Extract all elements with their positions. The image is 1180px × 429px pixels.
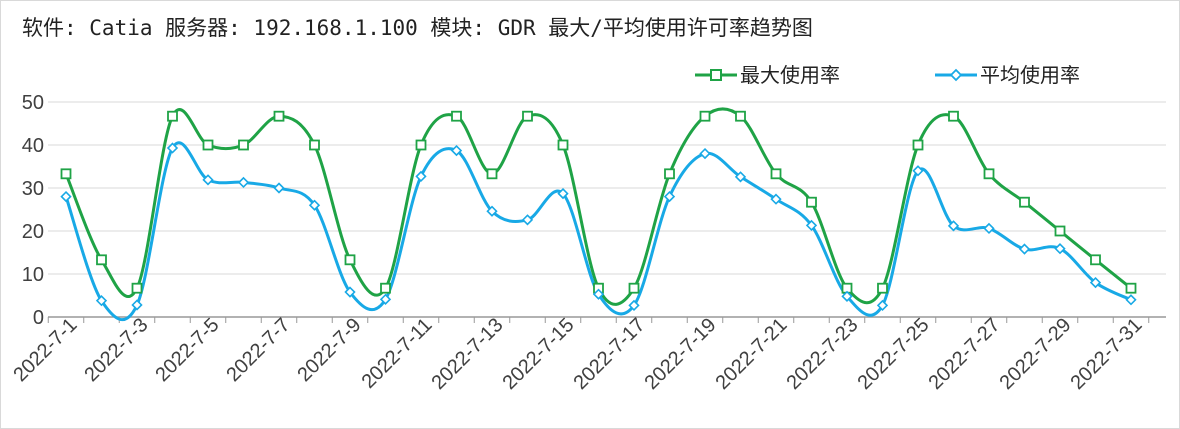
data-point — [415, 170, 427, 183]
data-point — [273, 110, 285, 122]
data-point — [664, 168, 675, 180]
y-tick-label: 20 — [22, 221, 44, 243]
data-point — [770, 193, 782, 205]
data-point — [983, 222, 995, 235]
x-tick-label: 2022-7-21 — [711, 314, 791, 394]
data-point — [60, 168, 72, 180]
legend-marker-avg — [949, 68, 963, 82]
x-tick-label: 2022-7-31 — [1066, 314, 1146, 394]
y-tick-label: 50 — [22, 92, 44, 114]
data-point — [663, 190, 676, 203]
series-line-0 — [64, 107, 1132, 306]
x-tick-label: 2022-7-25 — [853, 314, 933, 394]
data-point — [734, 171, 747, 183]
y-tick-label: 10 — [22, 264, 44, 286]
x-tick-label: 2022-7-17 — [569, 314, 649, 394]
data-point — [983, 168, 995, 180]
data-point — [876, 299, 889, 312]
data-point — [131, 282, 143, 294]
legend-item-max: 最大使用率 — [695, 63, 840, 87]
data-point — [805, 219, 818, 232]
y-tick-label: 0 — [33, 307, 44, 329]
data-point — [96, 254, 107, 266]
x-tick-label: 2022-7-11 — [358, 314, 437, 393]
data-point — [522, 110, 533, 122]
x-tick-label: 2022-7-9 — [293, 314, 365, 386]
data-point — [486, 168, 498, 180]
data-point — [167, 110, 178, 122]
data-point — [450, 144, 463, 157]
data-point — [806, 196, 817, 208]
data-point — [344, 286, 356, 298]
data-point — [557, 139, 569, 151]
data-point — [202, 174, 214, 186]
legend-label-avg: 平均使用率 — [980, 63, 1080, 87]
x-axis-ticks: 2022-7-12022-7-32022-7-52022-7-72022-7-9… — [9, 314, 1150, 394]
y-tick-label: 30 — [22, 178, 44, 200]
y-tick-label: 40 — [22, 135, 44, 157]
data-point — [735, 110, 746, 122]
data-point — [1090, 254, 1101, 266]
data-point — [379, 293, 392, 306]
data-point — [912, 165, 924, 177]
data-point — [60, 190, 72, 203]
chart-title: 软件: Catia 服务器: 192.168.1.100 模块: GDR 最大/… — [22, 16, 813, 40]
data-point — [1054, 242, 1066, 255]
data-point — [592, 288, 605, 300]
data-point — [699, 110, 711, 122]
gridlines — [48, 101, 1166, 275]
data-point — [238, 139, 249, 151]
x-tick-label: 2022-7-23 — [782, 314, 862, 394]
data-point — [380, 282, 391, 294]
x-tick-label: 2022-7-7 — [222, 314, 294, 386]
data-point — [1125, 282, 1137, 294]
data-point — [486, 205, 498, 217]
data-point — [202, 139, 214, 151]
legend-item-avg: 平均使用率 — [935, 63, 1080, 87]
data-point — [557, 187, 569, 200]
data-point — [770, 168, 782, 180]
data-point — [308, 199, 321, 211]
data-point — [451, 110, 462, 122]
data-point — [344, 254, 356, 266]
x-tick-label: 2022-7-29 — [995, 314, 1075, 394]
data-point — [521, 214, 534, 226]
data-point — [947, 220, 960, 232]
data-point — [95, 295, 108, 307]
data-point — [841, 290, 853, 302]
data-point — [309, 139, 320, 151]
x-tick-label: 2022-7-1 — [9, 314, 81, 386]
series-line-1 — [64, 141, 1132, 322]
legend-marker-max — [710, 69, 722, 81]
x-tick-label: 2022-7-27 — [924, 314, 1004, 394]
x-tick-label: 2022-7-3 — [80, 314, 152, 386]
data-point — [237, 176, 250, 189]
data-point — [877, 282, 888, 294]
data-point — [1089, 276, 1102, 289]
x-tick-label: 2022-7-19 — [640, 314, 720, 394]
data-point — [628, 282, 640, 294]
data-point — [415, 139, 427, 151]
data-point — [628, 299, 640, 312]
series-markers — [60, 110, 1137, 312]
data-point — [699, 147, 711, 160]
data-point — [912, 139, 924, 151]
data-point — [131, 299, 143, 311]
data-point — [1054, 225, 1066, 237]
data-point — [1125, 294, 1137, 306]
legend-label-max: 最大使用率 — [740, 63, 840, 87]
legend: 最大使用率 平均使用率 — [695, 63, 1080, 87]
data-point — [166, 142, 179, 154]
y-axis-ticks: 0 10 20 30 40 50 — [22, 92, 44, 329]
x-tick-label: 2022-7-13 — [427, 314, 507, 394]
data-point — [273, 182, 285, 194]
series-lines — [64, 107, 1132, 322]
data-point — [1018, 243, 1031, 255]
data-point — [948, 110, 959, 122]
x-tick-label: 2022-7-15 — [498, 314, 578, 394]
data-point — [1019, 196, 1030, 208]
x-tick-label: 2022-7-5 — [151, 314, 223, 386]
